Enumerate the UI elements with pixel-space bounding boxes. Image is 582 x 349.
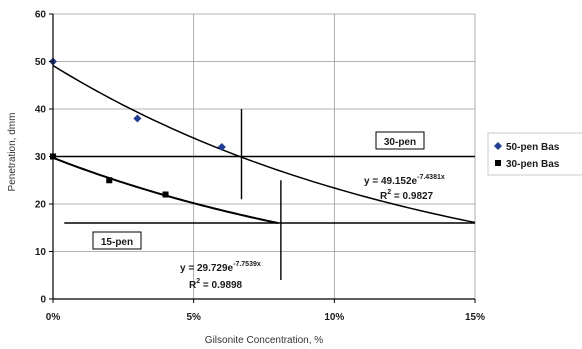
label-box-15-pen	[92, 231, 142, 250]
y-axis-title: Penetration, dmm	[7, 113, 18, 192]
x-tick-label: 10%	[324, 312, 344, 323]
r-squared-50-pen-prefix: R	[380, 191, 388, 202]
data-point-30-pen	[162, 191, 169, 198]
reference-label-15-pen: 15-pen	[101, 237, 133, 248]
legend-label-30-pen: 30-pen Bas	[506, 159, 560, 170]
r-squared-30-pen-value: = 0.9898	[200, 280, 242, 291]
y-tick-label: 10	[35, 247, 47, 258]
x-tick-label: 5%	[186, 312, 201, 323]
y-tick-label: 40	[35, 105, 47, 116]
legend-marker-50-pen	[494, 142, 502, 150]
data-point-30-pen	[106, 177, 113, 184]
legend-marker-30-pen	[495, 160, 501, 166]
y-tick-label: 50	[35, 57, 47, 68]
x-axis-title: Gilsonite Concentration, %	[205, 335, 324, 346]
x-tick-label: 15%	[465, 312, 485, 323]
x-tick-label: 0%	[46, 312, 61, 323]
equation-30-pen-main: y = 29.729e	[180, 263, 234, 274]
r-squared-50-pen-value: = 0.9827	[391, 191, 433, 202]
equation-30-pen-exponent: -7.7539x	[233, 261, 261, 268]
y-tick-label: 60	[35, 10, 47, 21]
trendline-50-pen	[52, 64, 476, 224]
r-squared-50-pen-sup: 2	[387, 189, 391, 196]
legend-box	[487, 132, 582, 176]
reference-label-30-pen: 30-pen	[384, 137, 416, 148]
y-tick-label: 0	[40, 295, 46, 306]
legend-label-50-pen: 50-pen Bas	[506, 142, 560, 153]
y-tick-label: 20	[35, 200, 47, 211]
r-squared-30-pen-sup: 2	[196, 278, 200, 285]
r-squared-30-pen-prefix: R	[189, 280, 197, 291]
y-tick-label: 30	[35, 152, 47, 163]
equation-30-pen: y = 29.729e-7.7539x	[180, 261, 261, 274]
label-box-30-pen	[375, 131, 425, 150]
r-squared-30-pen: R2 = 0.9898	[189, 278, 243, 291]
r-squared-50-pen: R2 = 0.9827	[380, 189, 434, 202]
equation-50-pen: y = 49.152e-7.4381x	[364, 174, 445, 187]
equation-50-pen-exponent: -7.4381x	[417, 174, 445, 181]
data-point-50-pen	[217, 143, 226, 151]
legend: 50-pen Bas 30-pen Bas	[487, 132, 582, 176]
data-point-50-pen	[133, 114, 142, 123]
equation-50-pen-main: y = 49.152e	[364, 176, 418, 187]
